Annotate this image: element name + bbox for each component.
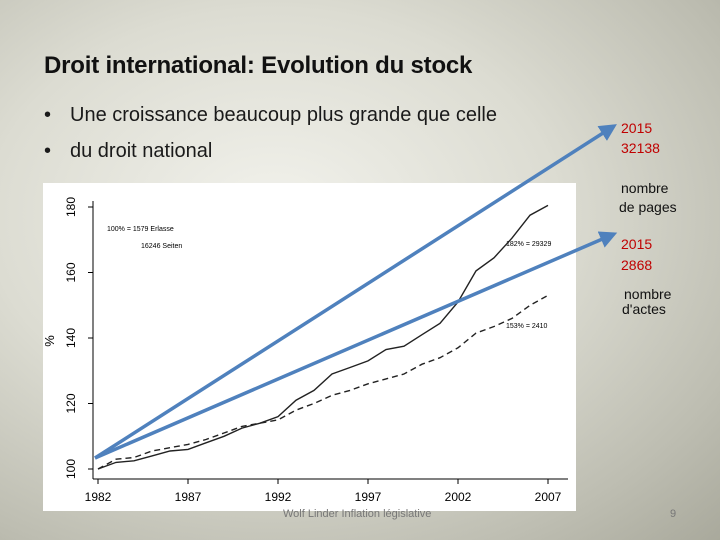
- x-tick-label: 1992: [265, 490, 292, 504]
- annotation-end-solid: 182% = 29329: [506, 241, 551, 248]
- bullet-symbol: •: [44, 140, 52, 162]
- pages-label-line-2: de pages: [619, 199, 677, 215]
- acts-year-note: 2015: [621, 236, 653, 252]
- acts-value-note: 2868: [621, 257, 653, 273]
- footer-text: Wolf Linder Inflation législative: [283, 508, 432, 520]
- y-tick-label: 180: [64, 197, 78, 217]
- bullet-item: • Une croissance beaucoup plus grande que…: [44, 104, 497, 127]
- annotation-end-dashed: 153% = 2410: [506, 323, 548, 330]
- bullet-item: • du droit national: [44, 140, 212, 163]
- x-tick-label: 2007: [535, 490, 562, 504]
- chart-image: 100 120 140 160 180 1982 1987 1992 1997 2002 2007…: [43, 183, 576, 511]
- x-tick-label: 1982: [85, 490, 112, 504]
- x-tick-label: 1997: [355, 490, 382, 504]
- bullet-text: Une croissance beaucoup plus grande que …: [70, 104, 497, 126]
- acts-label-line-2: d'actes: [622, 301, 666, 317]
- acts-label-line-1: nombre: [624, 286, 672, 302]
- bullet-text: du droit national: [70, 140, 213, 162]
- pages-value-note: 32138: [621, 140, 660, 156]
- y-tick-label: 120: [64, 393, 78, 413]
- y-tick-label: 140: [64, 328, 78, 348]
- page-number: 9: [670, 508, 677, 520]
- x-tick-label: 2002: [445, 490, 472, 504]
- pages-label-line-1: nombre: [621, 180, 669, 196]
- slide-title: Droit international: Evolution du stock: [44, 52, 473, 79]
- y-tick-label: 160: [64, 262, 78, 282]
- annotation-base-1: 100% = 1579 Erlasse: [107, 226, 174, 233]
- pages-year-note: 2015: [621, 120, 653, 136]
- x-tick-label: 1987: [175, 490, 202, 504]
- y-axis-label: %: [43, 335, 57, 347]
- line-chart: 100 120 140 160 180 1982 1987 1992 1997 2002 2007…: [43, 197, 568, 504]
- annotation-base-2: 16246 Seiten: [141, 243, 182, 250]
- y-tick-label: 100: [64, 459, 78, 479]
- bullet-symbol: •: [44, 104, 52, 126]
